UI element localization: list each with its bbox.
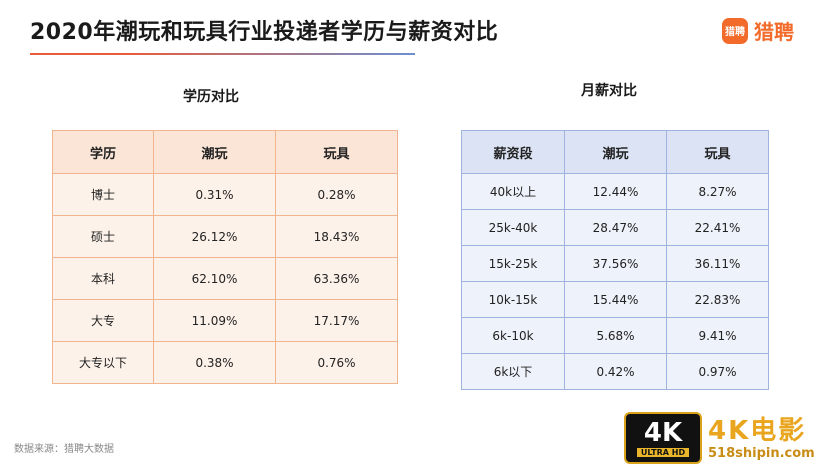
table-row: 硕士 26.12% 18.43% [52,215,398,258]
table-cell: 11.09% [153,299,276,342]
table-header-row: 薪资段 潮玩 玩具 [461,130,769,174]
table-row: 25k-40k 28.47% 22.41% [461,209,769,246]
table-row: 10k-15k 15.44% 22.83% [461,281,769,318]
table-row: 6k以下 0.42% 0.97% [461,353,769,390]
watermark-site: 518shipin.com [708,445,815,461]
table-cell: 12.44% [564,173,667,210]
table-row: 6k-10k 5.68% 9.41% [461,317,769,354]
table-row: 大专以下 0.38% 0.76% [52,341,398,384]
table-row: 15k-25k 37.56% 36.11% [461,245,769,282]
page-title: 2020年潮玩和玩具行业投递者学历与薪资对比 [30,20,499,45]
table-row: 博士 0.31% 0.28% [52,173,398,216]
table-cell: 8.27% [666,173,769,210]
table-cell: 博士 [52,173,154,216]
table-cell: 10k-15k [461,281,565,318]
table-cell: 0.97% [666,353,769,390]
table-row: 本科 62.10% 63.36% [52,257,398,300]
table-cell: 0.38% [153,341,276,384]
table-cell: 大专 [52,299,154,342]
table-cell: 36.11% [666,245,769,282]
table-cell: 5.68% [564,317,667,354]
column-header: 薪资段 [461,130,565,174]
table-cell: 63.36% [275,257,398,300]
table-row: 40k以上 12.44% 8.27% [461,173,769,210]
column-header: 玩具 [275,130,398,174]
table-cell: 0.42% [564,353,667,390]
table-cell: 6k以下 [461,353,565,390]
table-cell: 22.83% [666,281,769,318]
table-cell: 15k-25k [461,245,565,282]
table-cell: 40k以上 [461,173,565,210]
table-cell: 0.76% [275,341,398,384]
salary-table: 薪资段 潮玩 玩具 40k以上 12.44% 8.27% 25k-40k 28.… [461,130,769,390]
education-section-title: 学历对比 [183,89,239,105]
watermark-title: 4K电影 [708,415,807,446]
ultra-hd-badge-icon: 4K ULTRA HD [624,412,702,464]
table-cell: 大专以下 [52,341,154,384]
watermark-text: 4K电影 518shipin.com [708,416,815,461]
table-cell: 15.44% [564,281,667,318]
table-cell: 62.10% [153,257,276,300]
table-cell: 0.31% [153,173,276,216]
table-row: 大专 11.09% 17.17% [52,299,398,342]
table-cell: 28.47% [564,209,667,246]
table-cell: 9.41% [666,317,769,354]
badge-sub-text: ULTRA HD [636,447,690,457]
column-header: 潮玩 [153,130,276,174]
table-cell: 26.12% [153,215,276,258]
badge-main-text: 4K [643,417,683,448]
column-header: 学历 [52,130,154,174]
table-cell: 22.41% [666,209,769,246]
data-source-note: 数据来源：猎聘大数据 [14,444,114,455]
salary-section-title: 月薪对比 [581,83,637,99]
column-header: 潮玩 [564,130,667,174]
table-cell: 18.43% [275,215,398,258]
brand-logo: 猎聘 猎聘 [722,16,794,45]
table-cell: 17.17% [275,299,398,342]
table-header-row: 学历 潮玩 玩具 [52,130,398,174]
logo-text: 猎聘 [754,20,794,44]
table-cell: 6k-10k [461,317,565,354]
column-header: 玩具 [666,130,769,174]
education-table: 学历 潮玩 玩具 博士 0.31% 0.28% 硕士 26.12% 18.43%… [52,130,398,384]
logo-badge-icon: 猎聘 [722,17,748,44]
watermark: 4K ULTRA HD 4K电影 518shipin.com [624,412,815,464]
table-cell: 25k-40k [461,209,565,246]
table-cell: 0.28% [275,173,398,216]
table-cell: 硕士 [52,215,154,258]
table-cell: 本科 [52,257,154,300]
table-cell: 37.56% [564,245,667,282]
title-underline [30,53,415,55]
